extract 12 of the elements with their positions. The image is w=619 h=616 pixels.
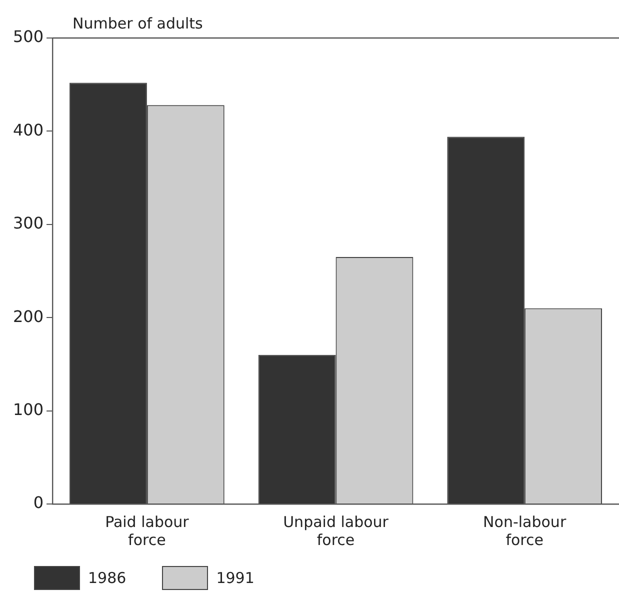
y-tick-label: 0 [33,493,44,512]
y-tick-label: 200 [12,306,44,326]
x-tick-label: Unpaid labour force [283,512,390,549]
y-tick-label: 100 [12,400,44,419]
y-tick-label: 400 [12,120,44,140]
legend-label: 1991 [216,569,254,587]
y-tick-label: 300 [12,214,44,233]
x-tick-label: Non-labour force [483,512,567,549]
legend-label: 1986 [88,569,126,587]
y-axis-title: Number of adults [72,14,204,32]
x-tick-label: Paid labour force [105,512,190,549]
y-tick-label: 500 [12,27,44,46]
